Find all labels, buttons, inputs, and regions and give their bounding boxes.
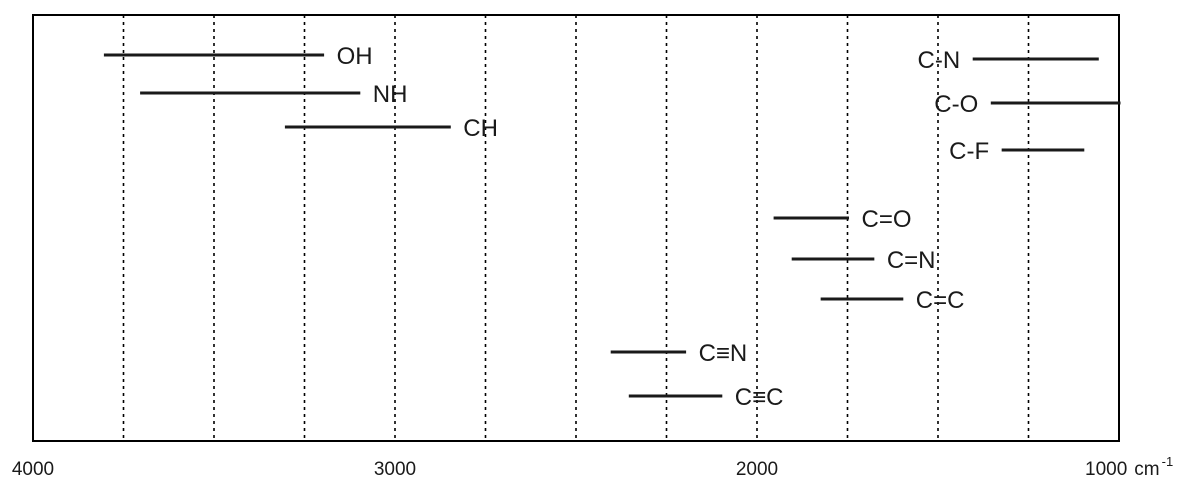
range-label-cc-4: C≡C bbox=[735, 384, 784, 411]
x-tick-label-1000: 1000 cm -1 bbox=[1085, 454, 1173, 480]
x-unit-label: cm bbox=[1134, 459, 1159, 480]
range-label-co-5: C=O bbox=[862, 206, 912, 233]
range-label-cn-8: C-N bbox=[918, 47, 961, 74]
range-label-ch-2: CH bbox=[463, 115, 498, 142]
range-label-cn-3: C≡N bbox=[699, 340, 748, 367]
x-tick-label-2000: 2000 bbox=[736, 459, 778, 480]
bar-layer bbox=[103, 53, 1121, 398]
range-label-co-9: C-O bbox=[934, 91, 978, 118]
x-tick-label-3000: 3000 bbox=[374, 459, 416, 480]
plot-frame bbox=[32, 14, 1120, 442]
range-label-cf-10: C-F bbox=[949, 138, 989, 165]
range-label-nh-1: NH bbox=[373, 81, 408, 108]
range-label-cn-6: C=N bbox=[887, 247, 936, 274]
x-unit-exponent: -1 bbox=[1162, 454, 1174, 469]
range-label-oh-0: OH bbox=[337, 43, 373, 70]
range-label-cc-7: C=C bbox=[916, 287, 965, 314]
x-tick-label-4000: 4000 bbox=[12, 459, 54, 480]
tick-layer: 4000 3000 2000 1000 cm -1 bbox=[12, 454, 1173, 480]
grid-layer bbox=[122, 15, 1030, 441]
